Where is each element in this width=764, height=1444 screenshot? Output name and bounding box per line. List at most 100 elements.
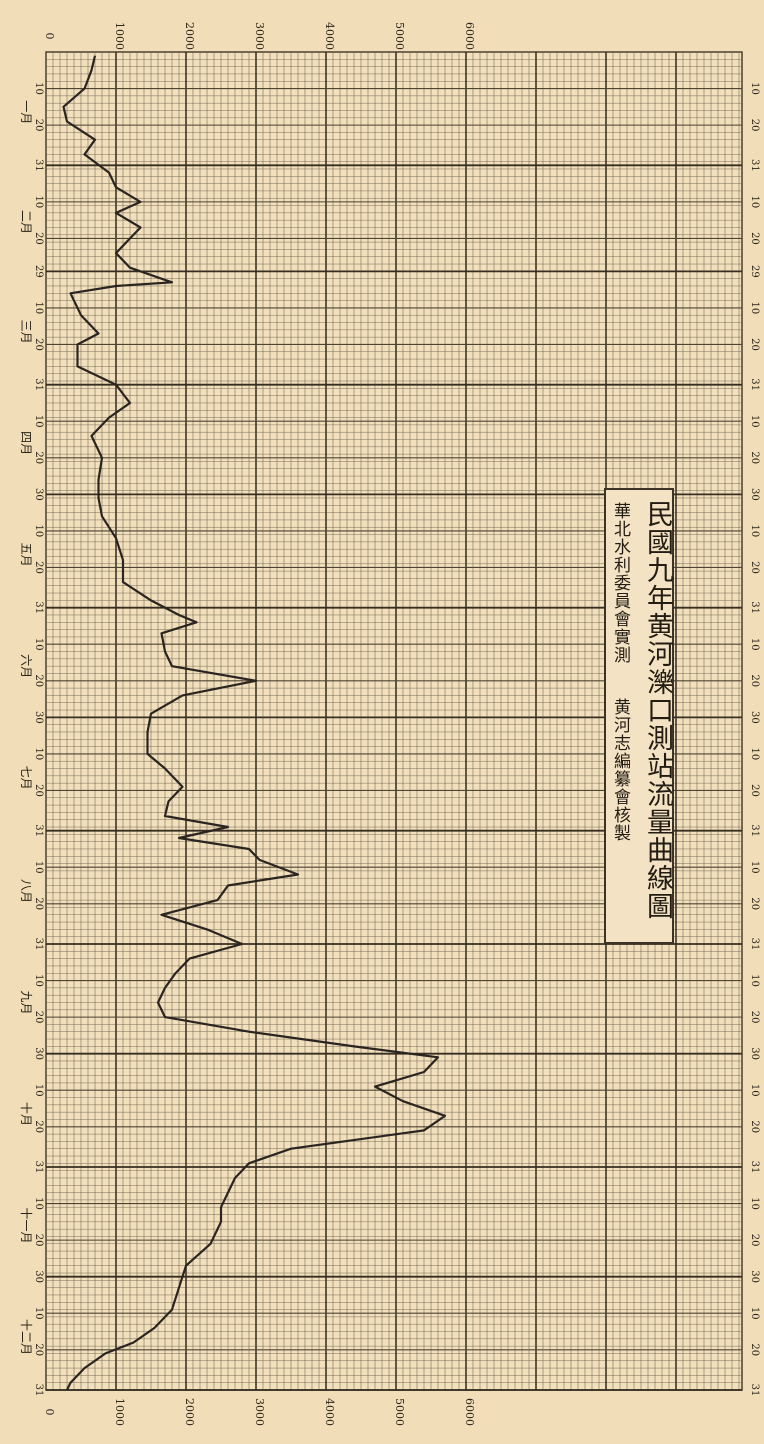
month-label: 九月: [19, 990, 33, 1014]
day-tick-label-left: 31: [33, 1384, 44, 1397]
day-tick-label-left: 10: [33, 196, 44, 209]
day-tick-label-right: 29: [749, 265, 760, 278]
day-tick-label-left: 20: [33, 338, 44, 351]
day-tick-label-left: 31: [33, 601, 44, 614]
day-tick-label-right: 31: [749, 601, 760, 614]
day-tick-label-left: 10: [33, 1197, 44, 1210]
day-tick-label-right: 10: [749, 1197, 760, 1210]
value-tick-label-bottom: 2000: [183, 1398, 196, 1426]
value-tick-label-bottom: 6000: [463, 1398, 476, 1426]
day-tick-label-left: 31: [33, 938, 44, 951]
day-tick-label-left: 29: [33, 265, 44, 278]
day-tick-label-left: 20: [33, 897, 44, 910]
value-tick-label-top: 3000: [253, 22, 266, 50]
day-tick-label-left: 30: [33, 711, 44, 724]
month-label: 五月: [19, 543, 33, 567]
day-tick-label-left: 10: [33, 638, 44, 651]
chart-title: 民國九年黄河濼口測站流量曲線圖: [642, 500, 673, 920]
value-tick-label-top: 6000: [463, 22, 476, 50]
chart-subtitle-right: 黄河志編纂會核製: [610, 698, 630, 842]
day-tick-label-left: 31: [33, 378, 44, 391]
day-tick-label-left: 20: [33, 1011, 44, 1024]
day-tick-label-right: 10: [749, 1084, 760, 1097]
value-tick-label-bottom: 4000: [323, 1398, 336, 1426]
day-tick-label-right: 30: [749, 711, 760, 724]
day-tick-label-left: 31: [33, 824, 44, 837]
value-tick-label-top: 0: [43, 33, 56, 40]
day-tick-label-left: 10: [33, 82, 44, 95]
day-tick-label-right: 20: [749, 1011, 760, 1024]
day-tick-label-right: 10: [749, 748, 760, 761]
day-tick-label-right: 10: [749, 861, 760, 874]
day-tick-label-right: 10: [749, 415, 760, 428]
day-tick-label-right: 30: [749, 488, 760, 501]
day-tick-label-right: 10: [749, 82, 760, 95]
day-tick-label-right: 30: [749, 1270, 760, 1283]
month-label: 二月: [19, 210, 33, 234]
day-tick-label-right: 20: [749, 1234, 760, 1247]
day-tick-label-right: 31: [749, 1161, 760, 1174]
value-tick-label-top: 5000: [393, 22, 406, 50]
value-tick-label-bottom: 5000: [393, 1398, 406, 1426]
day-tick-label-right: 10: [749, 974, 760, 987]
day-tick-label-right: 20: [749, 232, 760, 245]
day-tick-label-right: 20: [749, 561, 760, 574]
value-tick-label-bottom: 3000: [253, 1398, 266, 1426]
day-tick-label-left: 30: [33, 1270, 44, 1283]
day-tick-label-right: 31: [749, 1384, 760, 1397]
day-tick-label-left: 20: [33, 232, 44, 245]
day-tick-label-right: 20: [749, 674, 760, 687]
day-tick-label-right: 20: [749, 1120, 760, 1133]
day-tick-label-left: 20: [33, 1234, 44, 1247]
day-tick-label-right: 10: [749, 525, 760, 538]
day-tick-label-left: 10: [33, 525, 44, 538]
day-tick-label-right: 10: [749, 196, 760, 209]
day-tick-label-left: 10: [33, 748, 44, 761]
value-tick-label-top: 1000: [113, 22, 126, 50]
day-tick-label-left: 10: [33, 1307, 44, 1320]
month-label: 四月: [19, 431, 33, 455]
day-tick-label-right: 20: [749, 1343, 760, 1356]
day-tick-label-left: 20: [33, 1343, 44, 1356]
day-tick-label-right: 31: [749, 378, 760, 391]
tick-labels: 0 1000 2000 3000 4000 5000 6000 0 1000 2000 3000 40…: [19, 22, 760, 1426]
day-tick-label-right: 10: [749, 1307, 760, 1320]
month-label: 六月: [19, 654, 33, 678]
day-tick-label-left: 20: [33, 561, 44, 574]
day-tick-label-left: 20: [33, 451, 44, 464]
day-tick-label-left: 31: [33, 159, 44, 172]
day-tick-label-left: 10: [33, 1084, 44, 1097]
day-tick-label-left: 20: [33, 784, 44, 797]
day-tick-label-right: 31: [749, 159, 760, 172]
title-box: [604, 488, 674, 944]
month-label: 十二月: [19, 1319, 33, 1355]
day-tick-label-left: 10: [33, 974, 44, 987]
day-tick-label-right: 20: [749, 338, 760, 351]
month-label: 十月: [19, 1102, 33, 1126]
day-tick-label-right: 20: [749, 784, 760, 797]
chart-subtitle-left: 華北水利委員會實測: [610, 502, 630, 664]
month-label: 三月: [19, 320, 33, 344]
day-tick-label-right: 30: [749, 1047, 760, 1060]
day-tick-label-right: 20: [749, 897, 760, 910]
value-tick-label-bottom: 0: [43, 1409, 56, 1416]
day-tick-label-left: 31: [33, 1161, 44, 1174]
day-tick-label-left: 10: [33, 302, 44, 315]
day-tick-label-left: 20: [33, 674, 44, 687]
month-label: 一月: [19, 100, 33, 124]
value-tick-label-top: 4000: [323, 22, 336, 50]
day-tick-label-left: 10: [33, 861, 44, 874]
month-label: 七月: [19, 766, 33, 790]
month-label: 十一月: [19, 1207, 33, 1243]
day-tick-label-right: 10: [749, 302, 760, 315]
day-tick-label-left: 30: [33, 1047, 44, 1060]
major-grid: [46, 52, 742, 1391]
month-label: 八月: [19, 879, 33, 903]
day-tick-label-left: 30: [33, 488, 44, 501]
day-tick-label-left: 20: [33, 119, 44, 132]
day-tick-label-right: 31: [749, 824, 760, 837]
day-tick-label-left: 20: [33, 1120, 44, 1133]
value-tick-label-bottom: 1000: [113, 1398, 126, 1426]
day-tick-label-right: 20: [749, 119, 760, 132]
